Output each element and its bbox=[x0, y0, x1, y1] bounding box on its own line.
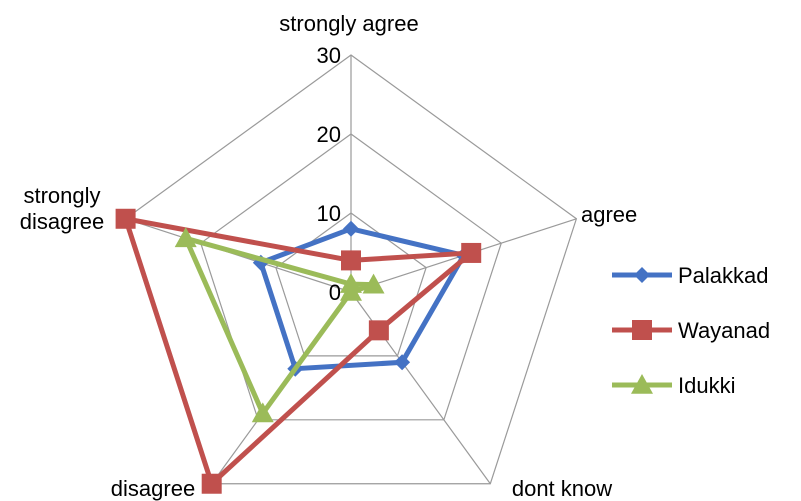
radial-tick-labels: 0 10 20 30 bbox=[317, 43, 341, 305]
axis-label: strongly disagree bbox=[20, 183, 104, 234]
legend-item: Palakkad bbox=[612, 263, 769, 288]
series-wayanad bbox=[115, 208, 482, 494]
tick-label: 10 bbox=[317, 201, 341, 226]
tick-label: 30 bbox=[317, 43, 341, 68]
tick-label: 0 bbox=[329, 280, 341, 305]
legend-label: Idukki bbox=[678, 373, 735, 398]
data-point bbox=[251, 402, 274, 423]
legend-label: Wayanad bbox=[678, 318, 770, 343]
legend-marker bbox=[631, 374, 653, 394]
legend-label: Palakkad bbox=[678, 263, 769, 288]
legend-marker bbox=[634, 267, 650, 283]
data-point bbox=[394, 354, 411, 371]
series-line bbox=[121, 215, 479, 489]
axis-labels: strongly agree agree dont know disagree stro… bbox=[20, 11, 637, 501]
axis-label: dont know bbox=[512, 476, 612, 501]
legend: Palakkad Wayanad Idukki bbox=[612, 263, 770, 398]
data-point bbox=[201, 473, 222, 494]
data-point bbox=[362, 273, 385, 294]
data-point bbox=[340, 281, 362, 301]
data-point bbox=[343, 220, 359, 237]
grid-ring-30 bbox=[124, 54, 578, 485]
legend-item: Wayanad bbox=[612, 318, 770, 343]
data-series bbox=[115, 208, 482, 494]
data-point bbox=[115, 208, 136, 229]
axis-label: agree bbox=[581, 202, 637, 227]
data-point bbox=[341, 250, 361, 271]
data-point bbox=[368, 320, 389, 341]
axis-label: strongly agree bbox=[279, 11, 418, 36]
legend-marker bbox=[632, 320, 652, 340]
tick-label: 20 bbox=[317, 122, 341, 147]
axis-label: disagree bbox=[111, 476, 195, 501]
series-idukki bbox=[174, 227, 385, 423]
data-point bbox=[174, 227, 197, 248]
data-point bbox=[461, 242, 482, 263]
legend-item: Idukki bbox=[612, 373, 735, 398]
grid-ring-20 bbox=[200, 133, 502, 421]
series-line bbox=[257, 226, 468, 372]
